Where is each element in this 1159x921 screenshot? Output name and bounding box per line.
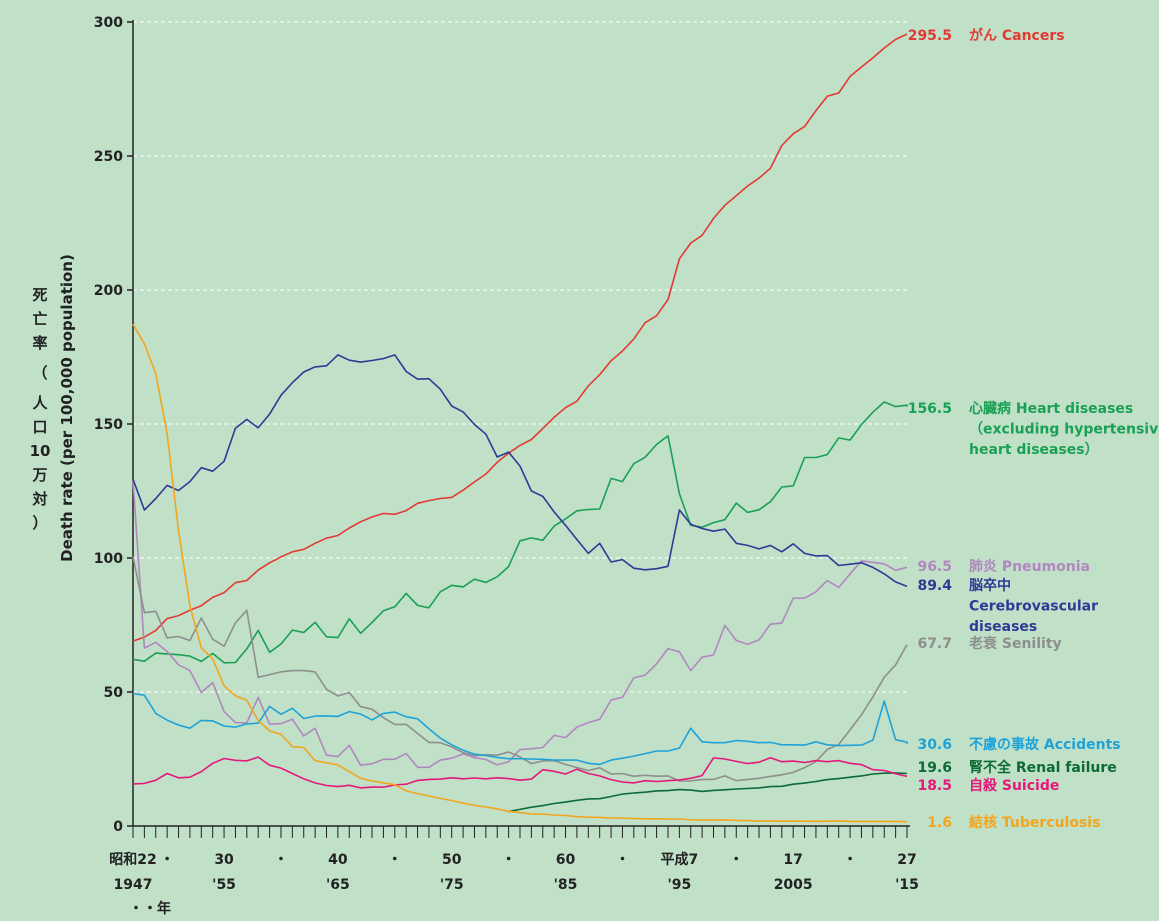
end-label-cancers: がん Cancers (969, 27, 1065, 44)
x-tick-label-top: 40 (328, 852, 348, 868)
ylabel-ja-char: 口 (32, 418, 47, 436)
x-tick-label-top: 昭和22 (109, 852, 156, 868)
end-label-senility: 老衰 Senility (969, 635, 1062, 652)
x-unit-note: ・・年 (129, 900, 171, 917)
end-label-cerebro: diseases (969, 619, 1037, 635)
end-value-cerebro: 89.4 (917, 578, 952, 594)
x-tick-label-bottom: '85 (554, 877, 578, 893)
series-line-accidents (132, 692, 908, 766)
y-tick-label-250: 250 (94, 149, 123, 165)
ylabel-ja-char: 万 (31, 466, 47, 484)
ylabel-ja-char: 率 (32, 334, 47, 352)
ylabel-ja-char: 死 (32, 286, 47, 304)
end-value-senility: 67.7 (917, 636, 952, 652)
x-tick-label-top: 27 (897, 852, 916, 868)
end-value-pneumonia: 96.5 (917, 559, 952, 575)
series-lines (132, 33, 908, 823)
y-tick-label-300: 300 (94, 15, 123, 31)
series-line-suicide (132, 756, 908, 789)
end-label-heart: 心臓病 Heart diseases (969, 400, 1133, 417)
end-label-cerebro: 脳卒中 (969, 577, 1011, 594)
ylabel-en: Death rate (per 100,000 population) (58, 254, 76, 562)
end-label-cerebro: Cerebrovascular (969, 599, 1098, 615)
x-tick-label-bottom: 2005 (774, 877, 813, 893)
x-tick-label-top: ・ (729, 852, 743, 868)
end-label-accidents: 不慮の事故 Accidents (969, 736, 1121, 753)
x-tick-label-top: 平成7 (660, 851, 698, 868)
x-tick-label-top: 60 (556, 852, 576, 868)
ylabel-ja-char: 10 (30, 442, 51, 460)
ylabel-ja-char: 人 (32, 394, 48, 412)
x-tick-label-top: ・ (615, 852, 629, 868)
x-tick-label-top: ・ (274, 852, 288, 868)
ylabel-ja-char: 亡 (32, 310, 47, 328)
y-tick-label-100: 100 (94, 551, 123, 567)
y-axis-label: 死亡率 （ 人口 10 万対 ） Death rate (per 100,000 popul… (30, 254, 76, 562)
end-value-cancers: 295.5 (908, 28, 952, 44)
ylabel-ja-char: ） (32, 514, 47, 532)
end-value-renal: 19.6 (917, 760, 952, 776)
series-line-pneumonia (132, 480, 908, 769)
end-value-suicide: 18.5 (917, 778, 952, 794)
series-line-cancers (132, 33, 908, 642)
axes: 0 50 100 150 200 250 300 昭和22 1947 ・ 30 '55 ・ 40 '65 ・ 5… (94, 15, 919, 917)
x-tick-label-bottom: '15 (895, 877, 919, 893)
y-tick-label-50: 50 (104, 685, 124, 701)
gridlines (133, 21, 910, 693)
x-tick-label-top: 17 (783, 852, 802, 868)
x-tick-label-bottom: '55 (212, 877, 236, 893)
x-tick-label-bottom: '65 (326, 877, 350, 893)
x-tick-label-top: 30 (214, 852, 234, 868)
series-end-labels: 295.5 がん Cancers 156.5 心臓病 Heart diseases （e… (908, 27, 1159, 831)
series-line-heart (132, 401, 908, 664)
end-label-tb: 結核 Tuberculosis (969, 814, 1100, 831)
series-line-renal (508, 772, 908, 813)
end-label-heart: heart diseases） (969, 442, 1099, 458)
x-tick-label-bottom: '75 (440, 877, 464, 893)
y-tick-label-200: 200 (94, 283, 123, 299)
end-value-accidents: 30.6 (917, 737, 952, 753)
series-line-tb (132, 323, 908, 823)
ylabel-ja-char: 対 (31, 490, 47, 508)
series-line-cerebro (132, 354, 908, 588)
x-tick-label-bottom: '95 (667, 877, 691, 893)
end-label-pneumonia: 肺炎 Pneumonia (969, 559, 1090, 575)
y-tick-label-0: 0 (113, 819, 123, 835)
end-label-heart: （excluding hypertensive (969, 422, 1159, 438)
y-tick-label-150: 150 (94, 417, 123, 433)
series-line-senility (132, 556, 908, 782)
end-value-tb: 1.6 (927, 815, 952, 831)
x-tick-label-top: ・ (502, 852, 516, 868)
end-label-renal: 腎不全 Renal failure (969, 759, 1117, 776)
end-label-suicide: 自殺 Suicide (969, 777, 1059, 794)
end-value-heart: 156.5 (908, 401, 952, 417)
x-tick-label-bottom: 1947 (114, 877, 153, 893)
x-tick-label-top: 50 (442, 852, 462, 868)
x-tick-label-top: ・ (160, 852, 174, 868)
ylabel-ja-char: （ (32, 364, 47, 382)
x-tick-label-top: ・ (388, 852, 402, 868)
x-tick-label-top: ・ (843, 852, 857, 868)
